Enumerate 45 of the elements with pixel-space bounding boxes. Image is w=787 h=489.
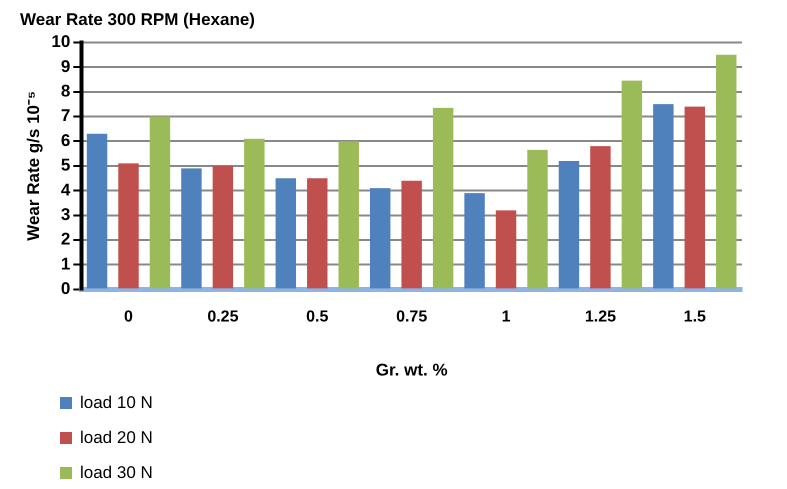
chart-title: Wear Rate 300 RPM (Hexane) (20, 10, 255, 29)
bar (244, 138, 265, 288)
x-tick-label: 1.25 (584, 308, 616, 326)
bar (653, 104, 674, 288)
bar (590, 146, 611, 288)
x-tick-label: 0.25 (207, 308, 239, 326)
y-tick-label: 3 (60, 204, 70, 224)
x-tick-label: 1 (502, 308, 511, 326)
bar (212, 166, 234, 288)
x-tick-label: 0 (124, 308, 134, 326)
y-axis-title: Wear Rate g/s 10⁻⁵ (24, 91, 43, 241)
bar (684, 106, 706, 288)
x-axis-title: Gr. wt. % (376, 360, 448, 380)
bar (716, 54, 736, 288)
y-tick-label: 6 (60, 130, 70, 150)
bar (276, 178, 296, 288)
x-tick-label: 0.5 (306, 308, 328, 326)
x-tick-label: 1.5 (684, 308, 706, 326)
bar (338, 141, 359, 288)
y-tick-label: 1 (60, 254, 70, 274)
bar (181, 168, 202, 288)
bar (496, 210, 516, 288)
bar (622, 80, 642, 288)
bar (527, 150, 548, 288)
bar (150, 116, 170, 288)
bar (86, 134, 108, 288)
legend-label: load 10 N (80, 392, 153, 412)
legend-label: load 20 N (80, 428, 153, 448)
bar (118, 163, 139, 288)
y-tick-label: 2 (60, 230, 70, 249)
bar (307, 178, 328, 288)
bar (464, 193, 485, 288)
y-tick-label: 7 (60, 106, 70, 126)
y-tick-label: 8 (60, 81, 70, 100)
x-tick-label: 0.75 (396, 308, 428, 326)
bar (370, 188, 390, 288)
y-tick-label: 10 (51, 32, 70, 52)
y-tick-label: 5 (60, 156, 70, 175)
bar (558, 160, 580, 288)
legend-label: load 30 N (80, 462, 153, 482)
bar (401, 180, 422, 288)
y-tick-label: 9 (60, 56, 70, 76)
y-tick-label: 0 (60, 279, 70, 298)
bar (432, 108, 454, 288)
y-tick-label: 4 (60, 180, 71, 200)
